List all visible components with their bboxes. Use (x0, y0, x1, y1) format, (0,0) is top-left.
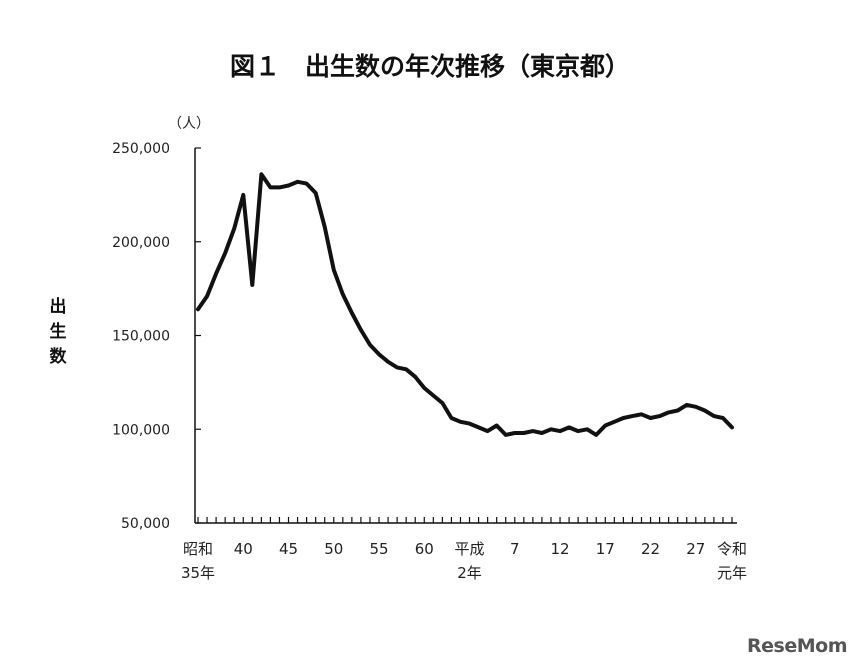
x-tick-label: 昭和 35年 (181, 540, 215, 582)
y-tick-label: 100,000 (112, 422, 170, 438)
y-unit-label: （人） (168, 116, 210, 132)
y-axis-label: 出生数 (50, 296, 68, 367)
x-tick-label: 40 (234, 540, 253, 558)
x-tick-label: 7 (510, 540, 520, 558)
y-tick-label: 200,000 (112, 235, 170, 251)
x-tick-label: 平成 2年 (455, 540, 485, 582)
x-tick-label: 45 (279, 540, 298, 558)
y-tick-label: 250,000 (112, 141, 170, 157)
x-tick-label: 60 (415, 540, 434, 558)
x-tick-label: 17 (596, 540, 615, 558)
series-line-births (196, 172, 734, 437)
y-tick-label: 150,000 (112, 329, 170, 345)
y-axis-title: 出生数 (50, 296, 68, 367)
x-tick-label: 令和元年 (717, 540, 747, 582)
y-tick-label: 50,000 (121, 516, 170, 532)
x-tick-label: 22 (641, 540, 660, 558)
y-axis: 50,000 100,000 150,000 200,000 250,000 (112, 141, 201, 532)
x-tick-label: 12 (550, 540, 569, 558)
x-tick-label: 50 (324, 540, 343, 558)
x-tick-label: 55 (369, 540, 388, 558)
resemom-logo: ReseMom (747, 635, 847, 657)
x-axis: 昭和 35年 40 45 50 55 60 平成 2年 7 12 17 22 27 令和元年 (181, 517, 747, 582)
x-tick-label: 27 (686, 540, 705, 558)
chart-title: 図１ 出生数の年次推移（東京都） (230, 52, 630, 81)
